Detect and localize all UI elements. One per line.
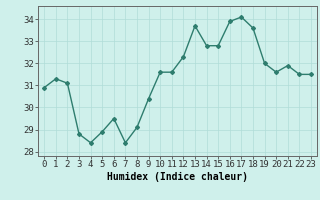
X-axis label: Humidex (Indice chaleur): Humidex (Indice chaleur) — [107, 172, 248, 182]
